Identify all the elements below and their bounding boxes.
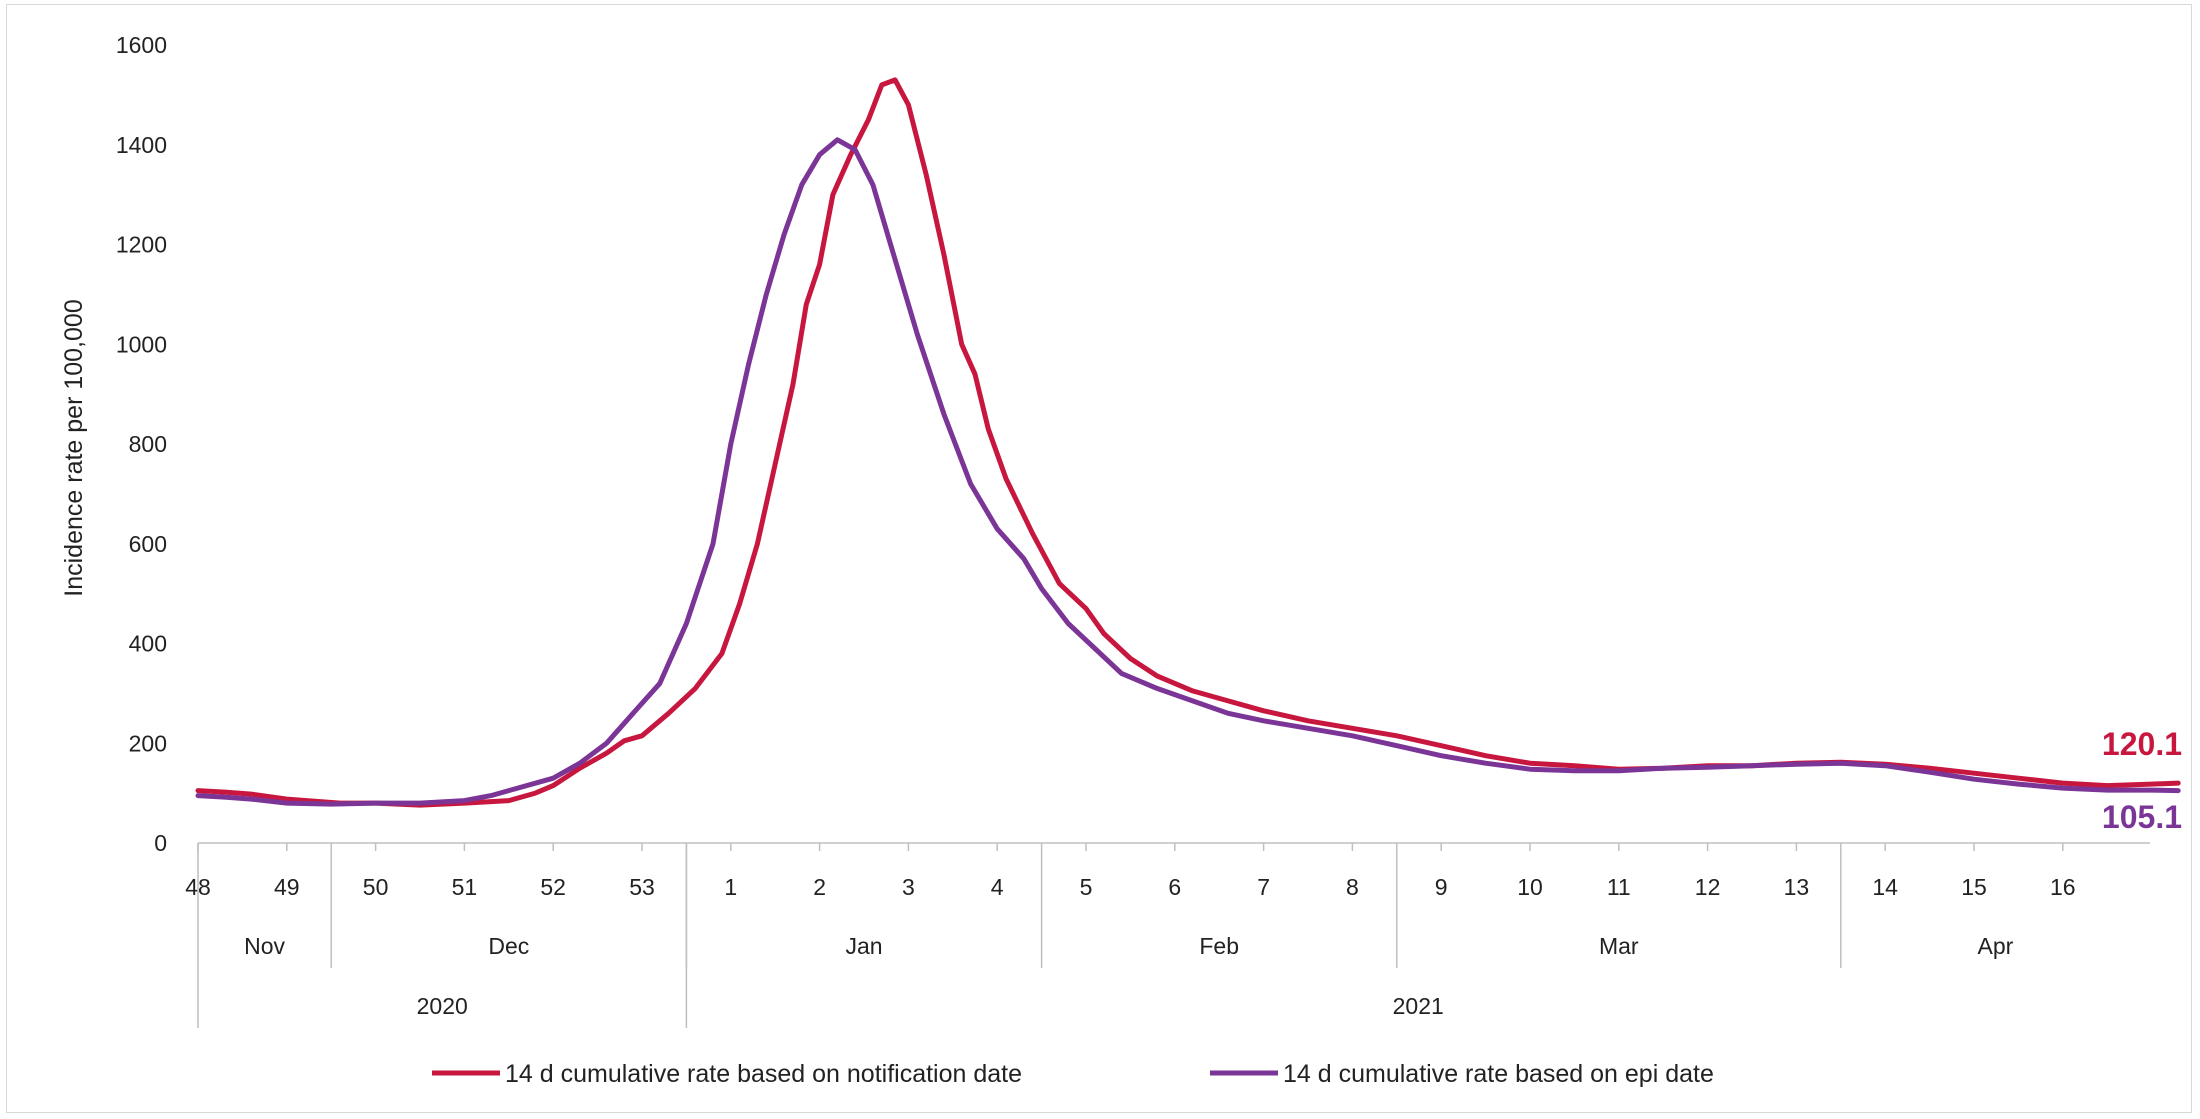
series-line-epi [198,140,2178,804]
week-label: 2 [813,874,826,900]
month-label: Apr [1978,933,2014,959]
year-label: 2021 [1393,993,1444,1019]
month-label: Jan [845,933,882,959]
legend: 14 d cumulative rate based on notificati… [432,1060,1714,1088]
week-label: 10 [1517,874,1543,900]
week-label: 9 [1435,874,1448,900]
y-tick-label: 0 [154,830,167,856]
y-tick-label: 1600 [116,32,167,58]
end-label-notification: 120.1 [2102,726,2182,762]
year-label: 2020 [417,993,468,1019]
end-label-epi: 105.1 [2102,799,2182,835]
week-label: 50 [363,874,389,900]
week-label: 49 [274,874,300,900]
week-label: 7 [1257,874,1270,900]
y-axis: 0 200 400 600 800 1000 1200 1400 1600 [116,32,167,856]
legend-label-epi: 14 d cumulative rate based on epi date [1283,1060,1714,1088]
month-label: Feb [1199,933,1239,959]
y-tick-label: 600 [129,531,167,557]
week-label: 3 [902,874,915,900]
week-label: 6 [1168,874,1181,900]
week-label: 53 [629,874,655,900]
week-label: 13 [1784,874,1810,900]
month-label: Nov [244,933,285,959]
week-label: 52 [540,874,566,900]
y-tick-label: 400 [129,631,167,657]
month-label: Dec [488,933,529,959]
week-label: 8 [1346,874,1359,900]
week-label: 1 [724,874,737,900]
week-label: 51 [452,874,478,900]
series-layer [198,80,2178,805]
y-tick-label: 800 [129,431,167,457]
month-label: Mar [1599,933,1639,959]
y-tick-label: 200 [129,730,167,756]
y-axis-title: Incidence rate per 100,000 [60,299,88,596]
y-tick-label: 1400 [116,132,167,158]
end-labels: 120.1 105.1 [2102,726,2182,835]
y-tick-label: 1200 [116,232,167,258]
week-label: 15 [1961,874,1987,900]
legend-label-notification: 14 d cumulative rate based on notificati… [505,1060,1022,1088]
week-label: 14 [1872,874,1898,900]
y-tick-label: 1000 [116,331,167,357]
week-label: 4 [991,874,1004,900]
week-label: 12 [1695,874,1721,900]
week-label: 11 [1607,874,1631,900]
week-label: 5 [1080,874,1093,900]
series-line-notification [198,80,2178,805]
week-label: 16 [2050,874,2076,900]
